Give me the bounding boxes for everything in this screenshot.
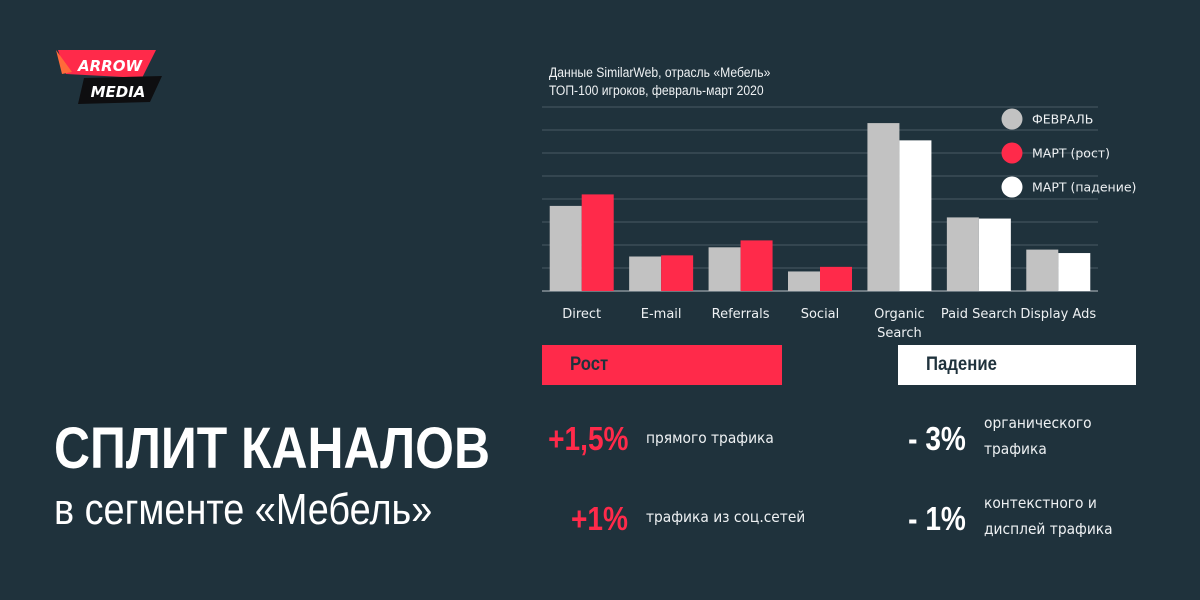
decline-value-context: - 1% xyxy=(908,500,966,537)
arrow-media-logo: ARROW MEDIA xyxy=(56,50,162,104)
legend-label: МАРТ (рост) xyxy=(1032,146,1110,161)
bar-february xyxy=(788,271,820,291)
x-tick-label: Social xyxy=(801,307,840,322)
bar-march-decline xyxy=(1058,253,1091,291)
bar-march-growth xyxy=(581,194,614,291)
bar-march-growth xyxy=(820,266,852,291)
x-tick-label: Paid Search xyxy=(941,307,1017,322)
legend-label: ФЕВРАЛЬ xyxy=(1032,112,1093,127)
chart-caption: Данные SimilarWeb, отрасль «Мебель» ТОП-… xyxy=(549,64,770,100)
bar-march-decline xyxy=(899,140,932,291)
growth-value-direct: +1,5% xyxy=(547,420,628,457)
legend-swatch xyxy=(1001,176,1023,198)
page-title: СПЛИТ КАНАЛОВ xyxy=(54,416,490,481)
legend-swatch xyxy=(1001,108,1023,130)
bar-february xyxy=(946,217,979,291)
chart-subtitle: ТОП-100 игроков, февраль-март 2020 xyxy=(549,83,764,98)
legend-swatch xyxy=(1001,142,1023,164)
x-tick-label: Direct xyxy=(562,307,601,322)
x-tick-label: Referrals xyxy=(712,307,770,322)
decline-header: Падение xyxy=(898,345,1136,385)
growth-value-social: +1% xyxy=(571,500,628,537)
logo-line1: ARROW xyxy=(77,57,143,75)
bar-february xyxy=(1026,249,1059,291)
bar-february xyxy=(629,256,662,291)
page-subtitle: в сегменте «Мебель» xyxy=(54,485,433,534)
legend-label: МАРТ (падение) xyxy=(1032,180,1136,195)
decline-desc-organic: органического трафика xyxy=(984,414,1092,458)
bar-march-growth xyxy=(740,240,773,291)
bar-february xyxy=(867,123,900,291)
chart-legend: ФЕВРАЛЬ МАРТ (рост) МАРТ (падение) xyxy=(1001,108,1136,198)
decline-desc-context: контекстного и дисплей трафика xyxy=(984,494,1113,538)
chart-grid xyxy=(542,106,1098,292)
bar-march-decline xyxy=(978,218,1011,291)
x-tick-label: Search xyxy=(877,326,922,341)
growth-header: Рост xyxy=(542,345,782,385)
growth-desc-direct: прямого трафика xyxy=(646,429,774,447)
bar-february xyxy=(708,247,741,291)
decline-value-organic: - 3% xyxy=(908,420,966,457)
chart-bars xyxy=(549,123,1091,291)
x-tick-label: Display Ads xyxy=(1020,307,1096,322)
x-tick-label: Organic xyxy=(874,307,925,322)
chart-x-labels: Direct E-mail Referrals Social Organic Search… xyxy=(562,307,1096,341)
bar-february xyxy=(549,205,582,291)
growth-desc-social: трафика из соц.сетей xyxy=(646,508,806,526)
logo-line2: MEDIA xyxy=(91,83,146,101)
bar-march-growth xyxy=(661,255,694,291)
chart-title: Данные SimilarWeb, отрасль «Мебель» xyxy=(549,65,771,80)
x-tick-label: E-mail xyxy=(641,307,682,322)
